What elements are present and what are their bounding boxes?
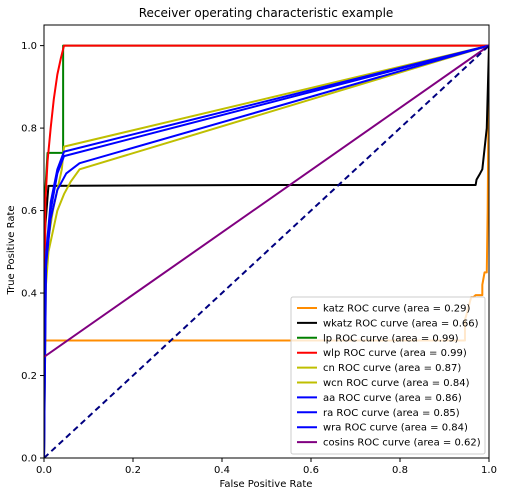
- legend-label-ra: ra ROC curve (area = 0.85): [323, 408, 460, 419]
- series-line-wlp: [44, 44, 489, 458]
- x-tick-label: 0.6: [303, 465, 319, 476]
- legend: katz ROC curve (area = 0.29) wkatz ROC cu…: [290, 296, 486, 455]
- chart-title: Receiver operating characteristic exampl…: [139, 6, 394, 20]
- reference-diagonal-line: [44, 44, 489, 458]
- y-tick-label: 0.8: [21, 124, 37, 135]
- x-tick-label: 0.4: [214, 465, 230, 476]
- series-line-wkatz: [44, 45, 489, 458]
- legend-label-wra: wra ROC curve (area = 0.84): [323, 423, 468, 434]
- x-axis-label: False Positive Rate: [220, 479, 313, 490]
- y-tick-label: 0.6: [21, 206, 37, 217]
- x-tick-label: 1.0: [481, 465, 497, 476]
- y-tick-label: 0.2: [21, 371, 37, 382]
- legend-box: [290, 296, 486, 455]
- legend-label-wlp: wlp ROC curve (area = 0.99): [323, 348, 467, 359]
- x-tick-label: 0.0: [36, 465, 52, 476]
- axes: 0.0 0.2 0.4 0.6 0.8 1.0 0.0 0.2 0.4 0.6 0.8 1.0: [21, 24, 497, 476]
- y-axis-label: True Positive Rate: [6, 205, 17, 295]
- legend-label-cn: cn ROC curve (area = 0.87): [323, 363, 461, 374]
- series-line-cosins: [44, 44, 489, 358]
- legend-label-lp: lp ROC curve (area = 0.99): [323, 333, 459, 344]
- legend-label-wcn: wcn ROC curve (area = 0.84): [323, 378, 470, 389]
- plot-frame: [43, 24, 490, 459]
- y-tick-label: 1.0: [21, 41, 37, 52]
- x-tick-label: 0.2: [125, 465, 141, 476]
- legend-label-wkatz: wkatz ROC curve (area = 0.66): [323, 318, 479, 329]
- x-tick-label: 0.8: [392, 465, 408, 476]
- y-tick-label: 0.4: [21, 289, 37, 300]
- plot-area: [44, 44, 489, 458]
- legend-label-aa: aa ROC curve (area = 0.86): [323, 393, 462, 404]
- series-line-wra: [44, 44, 489, 458]
- legend-label-cosins: cosins ROC curve (area = 0.62): [323, 438, 481, 449]
- y-tick-label: 0.0: [21, 454, 37, 465]
- legend-label-katz: katz ROC curve (area = 0.29): [323, 304, 470, 315]
